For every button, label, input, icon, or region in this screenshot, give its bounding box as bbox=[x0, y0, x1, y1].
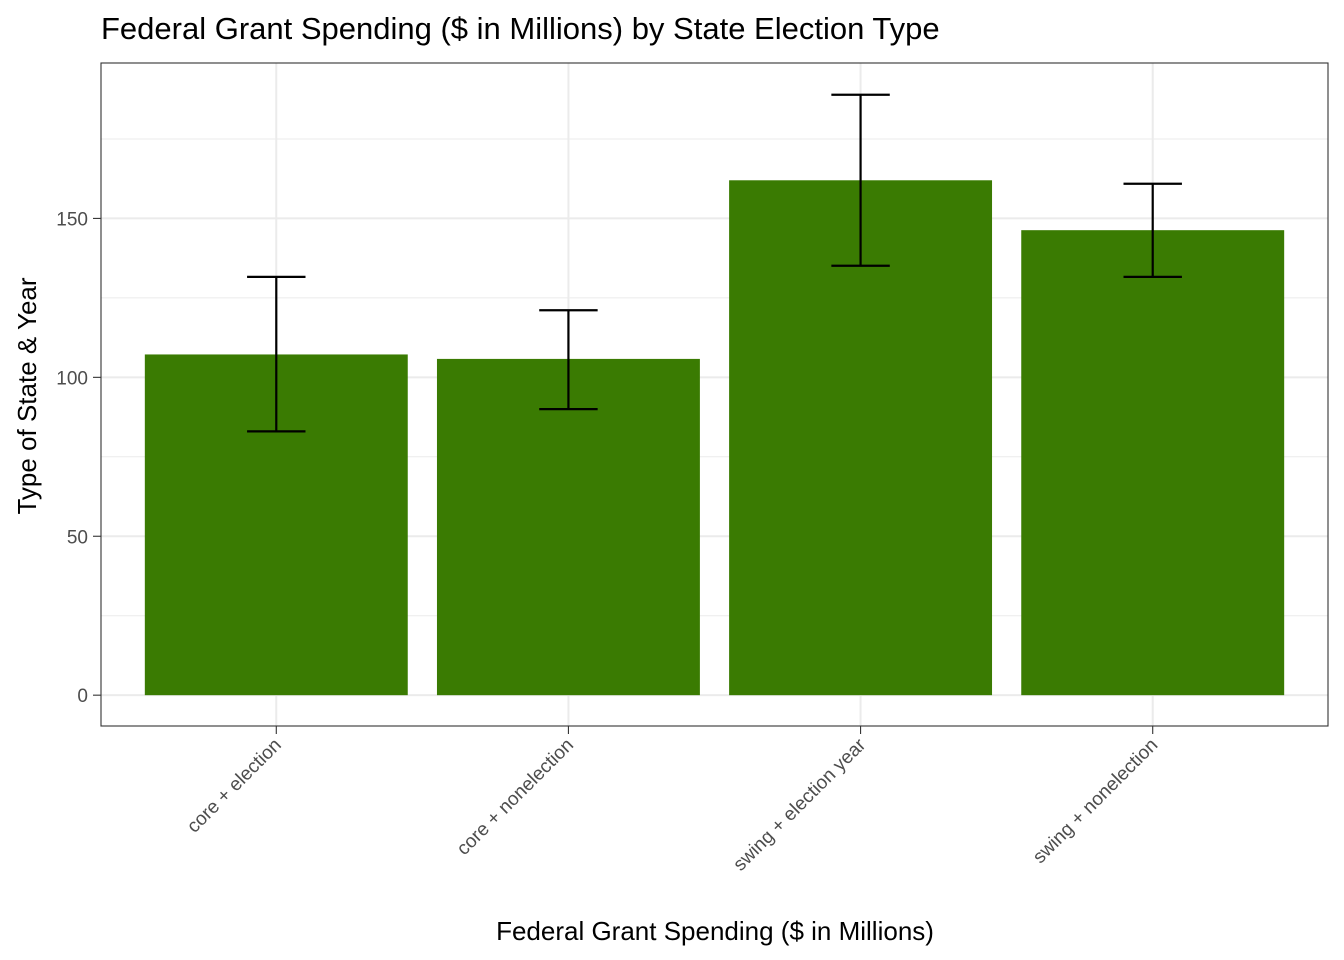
bar-core-nonelection bbox=[436, 358, 700, 696]
y-tick-label: 150 bbox=[56, 209, 88, 230]
y-tick-label: 0 bbox=[77, 686, 88, 707]
plot-panel-border bbox=[100, 62, 1329, 727]
bars bbox=[144, 180, 1285, 696]
error-bar bbox=[539, 309, 598, 411]
x-tick-label: core + nonelection bbox=[453, 735, 578, 860]
chart-title: Federal Grant Spending ($ in Millions) b… bbox=[101, 11, 940, 46]
error-bar bbox=[247, 275, 306, 433]
x-tick-label: swing + nonelection bbox=[1029, 735, 1162, 868]
x-tick-label: core + election bbox=[183, 735, 286, 838]
error-bar bbox=[1123, 182, 1182, 279]
x-tick-label: swing + election year bbox=[729, 734, 870, 875]
error-bar bbox=[831, 93, 890, 267]
x-axis-title: Federal Grant Spending ($ in Millions) bbox=[496, 916, 934, 946]
y-tick-label: 50 bbox=[67, 527, 88, 548]
error-bars bbox=[247, 93, 1182, 433]
y-axis-title: Type of State & Year bbox=[12, 277, 42, 514]
bar-swing-nonelection bbox=[1021, 230, 1285, 696]
y-tick-label: 100 bbox=[56, 368, 88, 389]
